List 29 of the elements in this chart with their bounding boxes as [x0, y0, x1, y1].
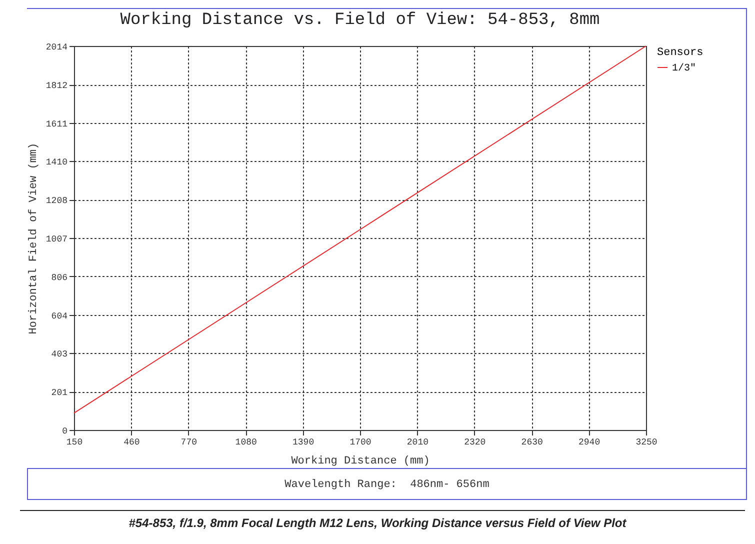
- legend-title: Sensors: [657, 47, 704, 59]
- y-tick-label: 0: [62, 426, 68, 436]
- x-tick-label: 460: [124, 438, 140, 448]
- x-tick-label: 1700: [350, 438, 372, 448]
- x-tick-label: 1080: [235, 438, 257, 448]
- legend-label: 1/3": [672, 62, 696, 74]
- y-tick-label: 1410: [46, 158, 68, 168]
- y-tick-label: 1611: [46, 119, 68, 130]
- y-tick-label: 403: [51, 350, 68, 360]
- y-axis-title: Horizontal Field of View (mm): [28, 142, 40, 334]
- y-tick-label: 201: [51, 388, 68, 398]
- y-tick-label: 2014: [46, 42, 68, 52]
- x-tick-label: 150: [66, 438, 83, 448]
- x-tick-label: 2010: [406, 438, 429, 448]
- y-tick-label: 1007: [46, 234, 68, 244]
- x-tick-label: 2320: [464, 438, 486, 448]
- y-tick-label: 1812: [46, 81, 68, 92]
- x-tick-label: 1390: [292, 438, 314, 448]
- x-axis-title: Working Distance (mm): [291, 456, 430, 468]
- y-tick-label: 604: [51, 311, 68, 322]
- x-tick-label: 770: [180, 438, 197, 448]
- text: #54-853, f/1.9, 8mm Focal Length M12 Lens, Working Distance versus Field of View Plot: [128, 516, 628, 530]
- x-tick-label: 2940: [578, 438, 600, 448]
- x-tick-label: 2630: [521, 438, 543, 448]
- text: Wavelength Range: 486nm- 656nm: [28, 468, 746, 501]
- y-tick-label: 1208: [46, 196, 68, 206]
- y-tick-label: 806: [51, 272, 68, 283]
- x-tick-label: 3250: [636, 438, 658, 448]
- chart-title: Working Distance vs. Field of View: 54-853, 8mm: [120, 11, 600, 30]
